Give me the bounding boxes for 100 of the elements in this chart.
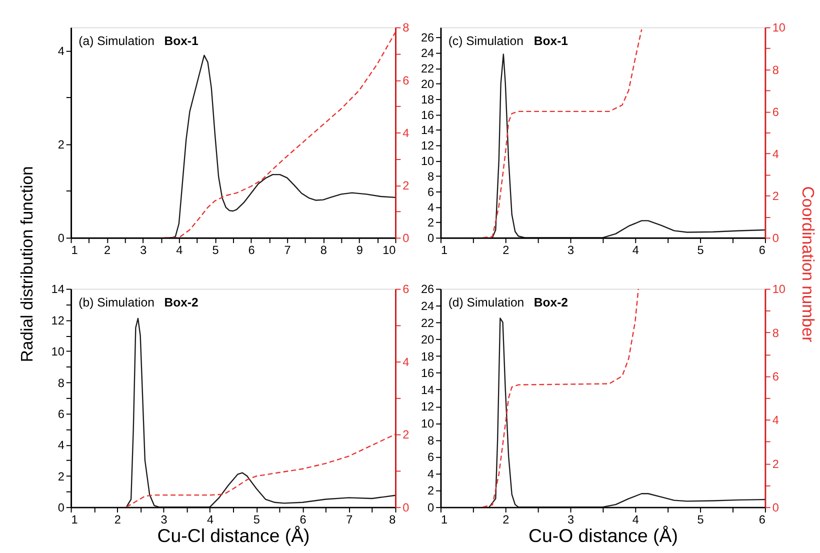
y-tick-label: 0	[58, 501, 65, 514]
y-tick-label: 6	[428, 451, 435, 464]
y-tick-label: 4	[58, 439, 65, 452]
y2-tick-label: 6	[402, 283, 410, 296]
annotation: (d) Simulation	[448, 295, 524, 310]
y-tick-label: 18	[420, 93, 435, 106]
y2-tick-label: 6	[772, 106, 780, 119]
y2-tick-label: 6	[772, 370, 780, 384]
y-tick-label: 2	[428, 484, 434, 498]
y-tick-label: 6	[58, 408, 65, 421]
y2-tick-label: 2	[402, 428, 410, 442]
y-tick-label: 10	[420, 155, 435, 168]
y-tick-label: 20	[420, 78, 435, 91]
x-tick-label: 5	[212, 244, 220, 257]
x-tick-label: 3	[567, 244, 574, 257]
y2-tick-label: 8	[772, 64, 780, 77]
annotation: Box-1	[164, 34, 198, 48]
y-tick-label: 12	[420, 140, 434, 153]
y-tick-label: 14	[420, 384, 435, 397]
y2-tick-label: 4	[402, 126, 410, 140]
x-tick-label: 4	[632, 244, 640, 257]
y-tick-label: 4	[58, 45, 65, 58]
y2-tick-label: 4	[402, 356, 410, 369]
x-tick-label: 3	[160, 513, 168, 526]
y-tick-label: 16	[420, 108, 435, 122]
y-tick-label: 2	[428, 216, 434, 230]
x-tick-label: 1	[440, 513, 448, 526]
y-tick-label: 26	[420, 283, 435, 296]
x-axis-title: Cu-Cl distance (Å)	[157, 524, 310, 546]
y2-tick-label: 0	[402, 501, 410, 514]
y-axis-title: Radial distribution function	[17, 166, 36, 362]
x-tick-label: 1	[440, 244, 448, 257]
x-tick-label: 4	[632, 513, 640, 526]
x-tick-label: 8	[389, 513, 396, 526]
x-tick-label: 2	[502, 244, 510, 257]
y2-tick-label: 10	[772, 283, 786, 296]
y-tick-label: 14	[420, 124, 435, 138]
x-tick-label: 6	[758, 513, 766, 526]
x-tick-label: 2	[114, 513, 121, 526]
x-tick-label: 7	[346, 513, 353, 526]
y-tick-label: 10	[51, 346, 65, 359]
y-tick-label: 24	[420, 47, 435, 60]
y2-tick-label: 4	[772, 148, 780, 161]
y-tick-label: 22	[420, 62, 434, 76]
y-tick-label: 8	[428, 434, 435, 448]
y2-tick-label: 4	[772, 414, 780, 428]
x-tick-label: 7	[284, 244, 291, 257]
x-tick-label: 5	[697, 244, 704, 257]
annotation: (c) Simulation	[448, 34, 524, 48]
y-tick-label: 14	[51, 283, 65, 296]
y2-axis-title: Coordination number	[798, 186, 818, 343]
y-tick-label: 8	[428, 170, 435, 184]
annotation: Box-2	[164, 295, 198, 310]
x-tick-label: 5	[697, 513, 704, 526]
y2-tick-label: 2	[772, 458, 779, 471]
y-tick-label: 18	[420, 350, 435, 364]
x-tick-label: 6	[300, 513, 307, 526]
y2-tick-label: 6	[402, 74, 410, 88]
y-tick-label: 12	[51, 314, 64, 328]
y-tick-label: 20	[420, 334, 435, 347]
x-tick-label: 9	[356, 244, 363, 257]
x-tick-label: 3	[140, 244, 148, 257]
x-tick-label: 1	[71, 244, 78, 257]
annotation: Box-2	[534, 295, 568, 310]
y-tick-label: 0	[428, 232, 435, 246]
annotation: (a) Simulation	[78, 34, 155, 48]
y-tick-label: 26	[420, 32, 435, 45]
y-tick-label: 4	[428, 201, 435, 214]
x-tick-label: 2	[502, 513, 510, 526]
y-tick-label: 4	[428, 468, 435, 481]
y-tick-label: 22	[420, 316, 434, 330]
y-tick-label: 8	[58, 376, 65, 390]
y-tick-label: 16	[420, 367, 435, 380]
y2-tick-label: 0	[402, 232, 410, 246]
x-tick-label: 6	[248, 244, 256, 257]
x-tick-label: 4	[176, 244, 184, 257]
y2-tick-label: 2	[402, 179, 410, 192]
x-tick-label: 6	[758, 244, 766, 257]
x-tick-label: 4	[207, 513, 214, 526]
y2-tick-label: 2	[772, 190, 779, 204]
x-tick-label: 1	[71, 513, 78, 526]
y-tick-label: 12	[420, 400, 434, 414]
y-tick-label: 0	[58, 232, 65, 246]
y2-tick-label: 10	[772, 22, 786, 35]
x-tick-label: 3	[567, 513, 574, 526]
y-tick-label: 10	[420, 418, 435, 431]
y2-tick-label: 8	[402, 22, 410, 35]
x-tick-label: 5	[253, 513, 260, 526]
x-tick-label: 2	[104, 244, 111, 257]
x-axis-title: Cu-O distance (Å)	[528, 524, 678, 546]
x-tick-label: 10	[382, 244, 396, 257]
y-tick-label: 24	[420, 300, 435, 314]
y2-tick-label: 0	[772, 501, 780, 514]
annotation: Box-1	[534, 34, 568, 48]
y2-tick-label: 0	[772, 232, 780, 246]
y-tick-label: 2	[58, 470, 64, 484]
y-tick-label: 6	[428, 186, 435, 199]
y-tick-label: 2	[58, 138, 64, 152]
y-tick-label: 0	[428, 501, 435, 514]
annotation: (b) Simulation	[78, 295, 155, 310]
